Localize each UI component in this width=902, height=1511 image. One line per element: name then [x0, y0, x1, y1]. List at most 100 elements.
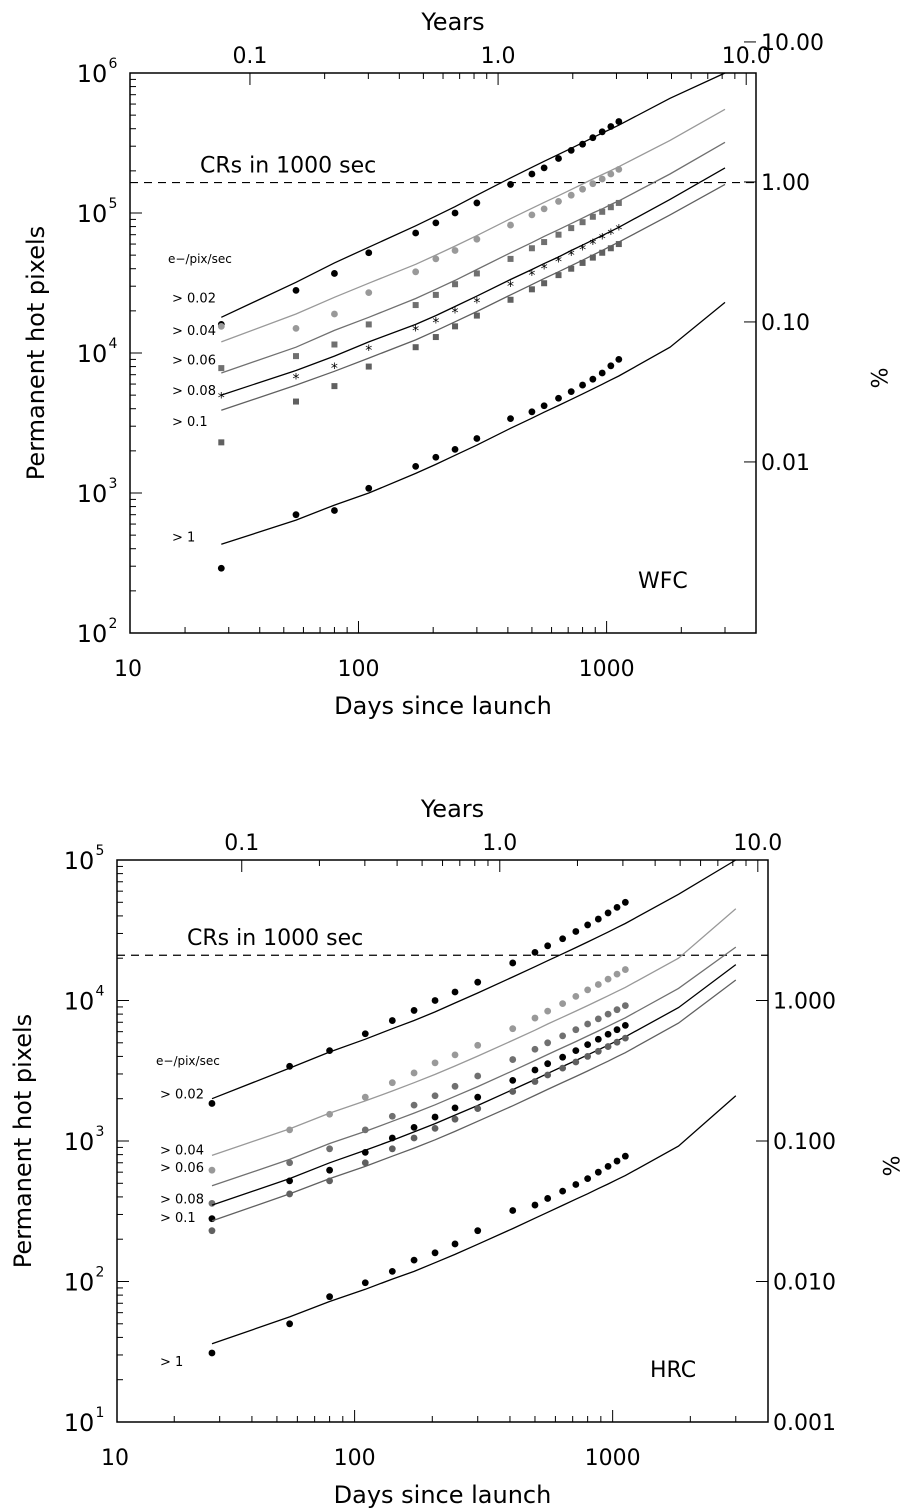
right-tick-label: 10.00 [761, 31, 824, 56]
data-point [615, 199, 622, 206]
data-point [474, 1105, 482, 1113]
data-point [410, 1069, 418, 1077]
data-point [509, 1056, 517, 1063]
fit-curve [211, 859, 737, 1100]
data-point [473, 235, 481, 243]
data-point [555, 198, 562, 205]
data-point [507, 221, 514, 229]
data-point [331, 383, 338, 390]
data-point [474, 1227, 482, 1235]
data-point: * [293, 371, 300, 387]
data-point: * [365, 343, 372, 359]
y-tick-exponent: 5 [109, 196, 118, 212]
data-point [331, 310, 338, 318]
data-point [604, 1030, 612, 1038]
data-point [572, 1047, 580, 1054]
data-point [559, 1032, 567, 1040]
data-point [432, 453, 440, 461]
data-point [559, 935, 567, 943]
data-point [509, 1088, 517, 1095]
data-point [584, 986, 592, 994]
x-tick-label: 100 [334, 1446, 376, 1471]
data-point: * [218, 391, 225, 407]
data-point [473, 199, 481, 207]
data-point [452, 323, 459, 330]
data-point [286, 1126, 294, 1134]
y-tick-exponent: 3 [96, 1124, 105, 1140]
data-point [286, 1177, 294, 1185]
data-point [531, 1045, 539, 1053]
data-point: * [528, 268, 535, 284]
right-tick-label: 0.10 [761, 311, 810, 336]
data-point [544, 942, 552, 950]
data-point [604, 1162, 612, 1170]
data-point [331, 507, 338, 514]
chart-panel-hrc: 10 100 1000 Days since launch 0.1 1.0 10.0 Year… [9, 795, 902, 1509]
data-point [218, 439, 225, 446]
data-point [410, 1123, 418, 1131]
y-tick-base: 10 [77, 60, 108, 88]
y-tick-exponent: 5 [96, 843, 105, 859]
data-point [431, 1113, 439, 1121]
data-point [208, 1215, 216, 1223]
data-point [567, 191, 575, 199]
data-point: * [432, 316, 439, 332]
x-tick-label: 100 [337, 657, 379, 682]
panel-label: HRC [650, 1358, 696, 1383]
data-point [531, 948, 539, 956]
series-label: > 0.04 [172, 324, 216, 339]
data-point [579, 140, 586, 148]
y-tick-base: 10 [77, 340, 108, 368]
data-point [544, 1071, 552, 1079]
y-tick-base: 10 [77, 480, 108, 508]
data-point [410, 1256, 418, 1264]
data-point [432, 255, 440, 263]
x-tick-label: 10 [114, 657, 142, 682]
data-point [528, 245, 535, 252]
data-point [531, 1201, 539, 1209]
data-point [584, 921, 592, 929]
data-point [559, 1053, 567, 1061]
data-point [326, 1177, 334, 1185]
data-point [451, 1104, 459, 1112]
y-tick-exponent: 4 [109, 336, 118, 352]
y-tick-base: 10 [77, 200, 108, 228]
data-point [572, 992, 580, 1000]
data-point [365, 484, 373, 492]
data-point [388, 1145, 396, 1153]
data-point [621, 966, 629, 973]
cr-reference-label: CRs in 1000 sec [200, 154, 376, 179]
right-tick-label: 0.001 [773, 1411, 836, 1436]
y-tick-label: 10 2 [77, 616, 118, 648]
data-point [531, 1066, 539, 1074]
y-tick-base: 10 [64, 847, 95, 875]
right-tick-label: 1.000 [773, 990, 836, 1015]
y-tick-base: 10 [64, 1409, 95, 1437]
data-point [431, 1249, 439, 1257]
data-point [509, 959, 517, 967]
data-point [473, 270, 480, 277]
data-point [326, 1166, 334, 1174]
data-point [579, 381, 586, 389]
y-tick-label: 10 3 [64, 1124, 105, 1156]
x-tick-label: 10 [101, 1446, 129, 1471]
data-point [615, 165, 623, 173]
data-point [292, 286, 300, 294]
data-point [589, 213, 596, 220]
data-point [451, 1115, 459, 1123]
data-point [604, 975, 612, 983]
data-point [615, 118, 623, 125]
data-point [474, 1041, 482, 1049]
data-point: * [412, 323, 419, 339]
data-point [579, 219, 586, 226]
y-tick-label: 10 6 [77, 56, 118, 88]
data-point [613, 1006, 621, 1014]
data-point [507, 255, 514, 262]
data-point [208, 1100, 216, 1107]
series--0-1: > 0.1 [172, 183, 726, 446]
top-tick-label: 10.0 [722, 44, 771, 69]
data-point [589, 180, 597, 188]
series-label: > 0.02 [172, 291, 216, 306]
data-point [451, 1051, 459, 1059]
data-point: * [331, 361, 338, 377]
